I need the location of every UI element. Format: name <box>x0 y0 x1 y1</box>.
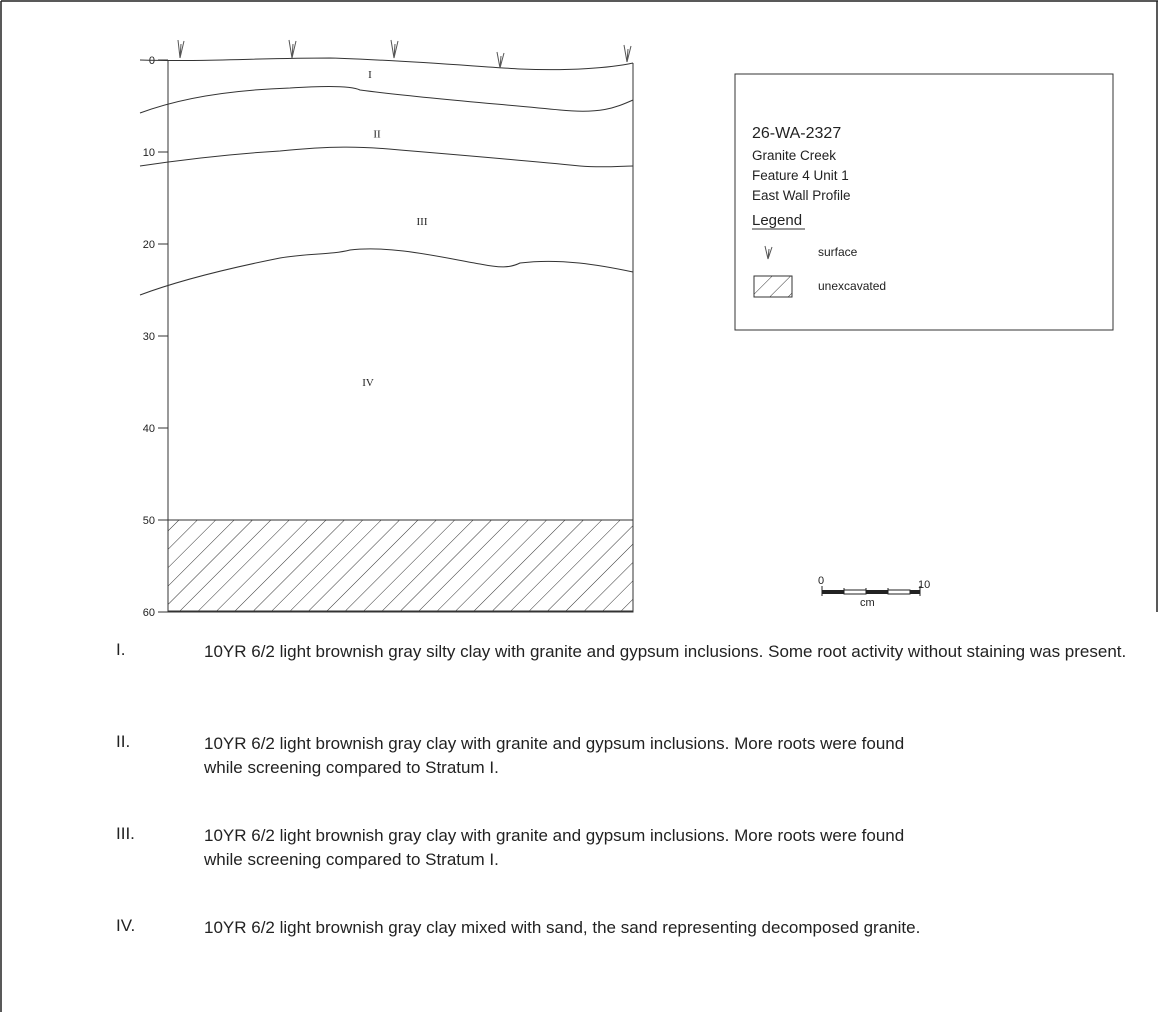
unexcavated-zone <box>167 519 634 613</box>
hatched-swatch-icon <box>753 275 793 298</box>
depth-tick-label: 60 <box>143 607 155 619</box>
stratum-description: 10YR 6/2 light brownish gray clay with g… <box>204 734 905 777</box>
depth-axis: 0 10 20 30 40 50 60 <box>143 55 168 619</box>
stratum-description: 10YR 6/2 light brownish gray clay mixed … <box>204 918 921 937</box>
stratum-numeral: III. <box>116 824 135 843</box>
legend-unexcavated-label: unexcavated <box>818 279 886 293</box>
surface-vegetation-icon <box>288 39 297 59</box>
boundary-III-IV <box>139 248 634 296</box>
legend-surface-label: surface <box>818 245 858 259</box>
surface-vegetation-icon <box>623 44 632 63</box>
depth-tick-label: 10 <box>143 147 155 159</box>
surface-vegetation-icon <box>177 39 185 59</box>
legend-title: Legend <box>752 212 802 229</box>
stratum-label-II: II <box>373 129 381 141</box>
surface-vegetation-icon <box>496 51 505 69</box>
scale-bar-unit-label: cm <box>860 597 875 609</box>
depth-tick-label: 50 <box>143 515 155 527</box>
boundary-I-II <box>139 85 634 114</box>
stratum-description: 10YR 6/2 light brownish gray clay with g… <box>204 826 905 869</box>
stratum-label-IV: IV <box>362 377 374 389</box>
depth-tick-label: 30 <box>143 331 155 343</box>
ground-surface-line <box>139 57 634 71</box>
surface-vegetation-icon <box>764 245 773 260</box>
profile-name: East Wall Profile <box>752 188 851 203</box>
surface-vegetation-icon <box>390 39 399 59</box>
depth-tick-label: 20 <box>143 239 155 251</box>
stratum-label-III: III <box>417 216 428 228</box>
scale-bar-max-label: 10 <box>918 579 930 591</box>
stratum-numeral: IV. <box>116 916 136 935</box>
site-name: Granite Creek <box>752 148 836 163</box>
boundary-II-III <box>139 146 634 168</box>
scale-bar <box>821 586 921 596</box>
site-number: 26-WA-2327 <box>752 125 841 142</box>
stratum-numeral: II. <box>116 732 131 751</box>
stratum-numeral: I. <box>116 640 126 659</box>
stratum-label-I: I <box>368 69 372 81</box>
depth-tick-label: 40 <box>143 423 155 435</box>
stratum-description: 10YR 6/2 light brownish gray silty clay … <box>204 642 1127 661</box>
unit-name: Feature 4 Unit 1 <box>752 168 849 183</box>
scale-bar-min-label: 0 <box>818 575 824 587</box>
info-legend-box <box>734 73 1114 331</box>
depth-tick-label: 0 <box>149 55 155 67</box>
